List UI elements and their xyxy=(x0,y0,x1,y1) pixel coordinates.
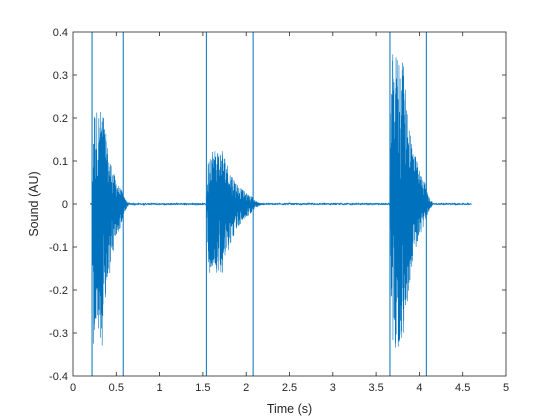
y-tick-label: -0.4 xyxy=(49,371,68,383)
x-tick-label: 0 xyxy=(70,382,76,394)
y-tick-label: 0.2 xyxy=(53,113,68,125)
y-tick-label: -0.1 xyxy=(49,242,68,254)
onset-offset-markers xyxy=(91,32,427,376)
x-tick-label: 1 xyxy=(157,382,163,394)
x-tick-label: 5 xyxy=(503,382,509,394)
y-axis-ticks: -0.4 -0.3 -0.2 -0.1 0 0.1 0.2 0.3 0.4 xyxy=(49,27,506,383)
y-tick-label: 0.1 xyxy=(53,156,68,168)
x-axis-label: Time (s) xyxy=(267,402,312,416)
x-tick-label: 3.5 xyxy=(368,382,383,394)
x-tick-label: 2 xyxy=(243,382,249,394)
y-tick-label: 0 xyxy=(62,199,68,211)
x-tick-label: 3 xyxy=(330,382,336,394)
y-tick-label: -0.2 xyxy=(49,285,68,297)
y-tick-label: 0.3 xyxy=(53,70,68,82)
y-tick-label: 0.4 xyxy=(53,27,68,39)
x-tick-label: 0.5 xyxy=(109,382,124,394)
x-tick-label: 4 xyxy=(416,382,422,394)
x-tick-label: 4.5 xyxy=(455,382,470,394)
x-axis-ticks: 0 0.5 1 1.5 2 2.5 3 3.5 4 4.5 5 xyxy=(70,32,509,394)
y-tick-label: -0.3 xyxy=(49,328,68,340)
x-tick-label: 2.5 xyxy=(282,382,297,394)
x-tick-label: 1.5 xyxy=(195,382,210,394)
y-axis-label: Sound (AU) xyxy=(27,171,41,236)
sound-waveform-line xyxy=(90,54,472,348)
waveform-layer xyxy=(90,54,472,348)
